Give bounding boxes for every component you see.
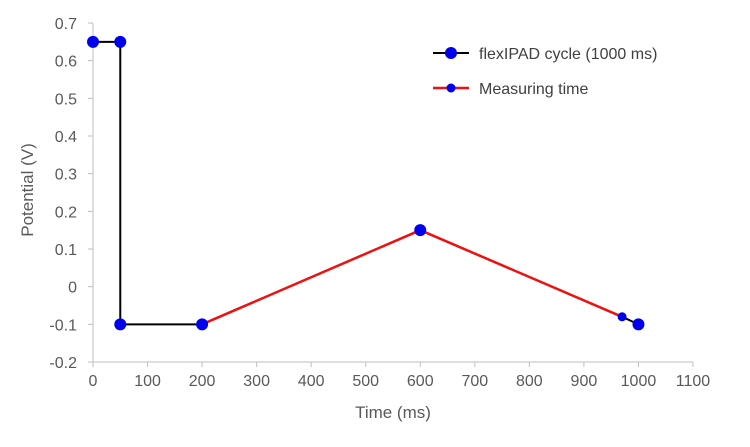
y-tick-label: 0.5 — [55, 91, 77, 108]
legend-marker-measuring-time — [446, 83, 456, 93]
y-axis-ticks: 0.7 0.6 0.5 0.4 0.3 0.2 0.1 0 -0.1 -0.2 — [49, 16, 93, 372]
y-tick-label: 0 — [68, 280, 77, 297]
axes — [92, 23, 693, 363]
data-point-flexipad-cycle — [114, 35, 127, 48]
x-tick-label: 1000 — [621, 373, 657, 390]
y-tick-label: 0.1 — [55, 242, 77, 259]
y-tick-label: 0.6 — [55, 54, 77, 71]
y-tick-label: -0.1 — [49, 317, 77, 334]
legend-label-measuring-time: Measuring time — [479, 81, 588, 98]
x-tick-label: 700 — [461, 373, 488, 390]
data-point-flexipad-cycle — [196, 318, 209, 331]
x-tick-label: 100 — [134, 373, 161, 390]
y-tick-label: -0.2 — [49, 355, 77, 372]
legend: flexIPAD cycle (1000 ms) Measuring time — [433, 46, 657, 98]
x-tick-label: 0 — [89, 373, 98, 390]
x-tick-label: 1100 — [676, 373, 711, 390]
x-tick-label: 500 — [352, 373, 379, 390]
y-tick-label: 0.2 — [55, 204, 77, 221]
x-tick-label: 800 — [516, 373, 543, 390]
x-tick-label: 900 — [571, 373, 598, 390]
x-axis-ticks: 0 100 200 300 400 500 600 700 800 900 1000 1100 — [89, 362, 711, 390]
series-line-measuring-time — [201, 228, 623, 326]
data-point-flexipad-cycle — [414, 224, 427, 237]
legend-marker-flexipad-cycle — [445, 47, 457, 59]
x-axis-title: Time (ms) — [355, 403, 431, 422]
x-tick-label: 300 — [243, 373, 270, 390]
data-point-flexipad-cycle — [617, 312, 627, 322]
series-layer — [87, 35, 645, 331]
x-tick-label: 400 — [298, 373, 325, 390]
y-tick-label: 0.3 — [55, 167, 77, 184]
y-tick-label: 0.7 — [55, 16, 77, 33]
y-tick-label: 0.4 — [55, 129, 77, 146]
x-tick-label: 200 — [189, 373, 216, 390]
x-tick-label: 600 — [407, 373, 434, 390]
data-point-flexipad-cycle — [632, 318, 645, 331]
data-point-flexipad-cycle — [114, 318, 127, 331]
data-point-flexipad-cycle — [87, 35, 99, 48]
y-axis-title: Potential (V) — [18, 143, 37, 237]
legend-label-flexipad-cycle: flexIPAD cycle (1000 ms) — [479, 46, 657, 63]
